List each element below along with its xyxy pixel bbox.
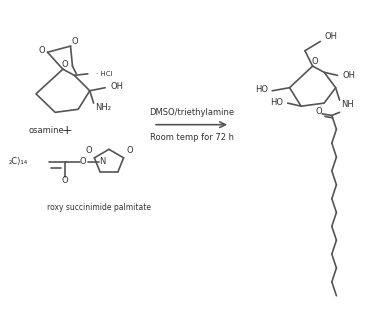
Text: osamine: osamine [28,126,64,135]
Text: O: O [62,60,68,69]
Text: O: O [126,146,133,155]
Text: +: + [62,124,72,137]
Text: O: O [311,57,318,66]
Text: O: O [62,176,68,185]
Text: NH: NH [341,100,354,109]
Text: O: O [85,146,92,155]
Text: O: O [316,107,322,116]
Text: OH: OH [111,82,124,91]
Text: Room temp for 72 h: Room temp for 72 h [150,132,234,142]
Text: roxy succinimide palmitate: roxy succinimide palmitate [48,203,151,212]
Text: NH₂: NH₂ [96,103,111,112]
Text: DMSO/triethylamine: DMSO/triethylamine [149,108,234,117]
Text: O: O [38,46,45,55]
Text: · HCl: · HCl [96,71,112,77]
Text: O: O [71,37,78,46]
Text: OH: OH [324,32,337,41]
Text: HO: HO [255,85,269,94]
Text: N: N [99,157,105,166]
Text: O: O [80,157,87,166]
Text: OH: OH [342,71,356,80]
Text: HO: HO [270,98,283,107]
Text: ₂C)₁₄: ₂C)₁₄ [9,157,28,166]
